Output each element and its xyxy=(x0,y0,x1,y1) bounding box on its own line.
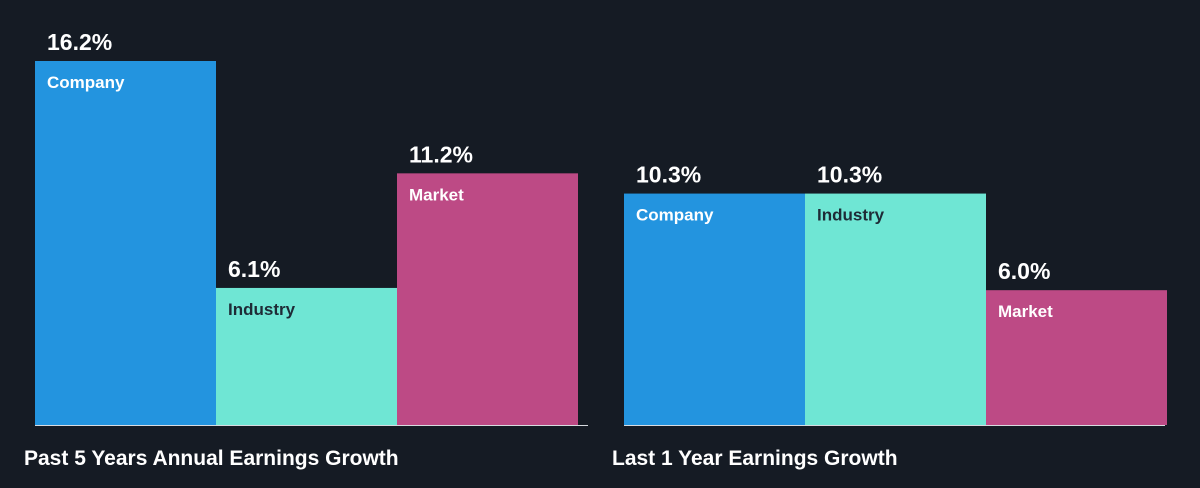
bar-label-market: Market xyxy=(409,185,464,204)
bar-industry xyxy=(805,193,986,425)
value-label-industry: 10.3% xyxy=(817,162,882,188)
panel-title: Past 5 Years Annual Earnings Growth xyxy=(24,447,399,470)
value-label-market: 6.0% xyxy=(998,258,1050,284)
panel-1: 16.2% Company 6.1% Industry 11.2% Market Past … xyxy=(24,29,588,470)
bar-label-company: Company xyxy=(636,206,714,225)
panel-2: 10.3% Company 10.3% Industry 6.0% Market Last … xyxy=(612,162,1167,470)
panel-title: Last 1 Year Earnings Growth xyxy=(612,447,898,470)
bar-company xyxy=(35,61,216,425)
bar-label-industry: Industry xyxy=(228,300,296,319)
value-label-company: 10.3% xyxy=(636,162,701,188)
bar-label-company: Company xyxy=(47,73,125,92)
value-label-market: 11.2% xyxy=(409,141,473,167)
bar-market xyxy=(986,290,1167,425)
bar-market xyxy=(397,173,578,425)
bar-label-market: Market xyxy=(998,302,1053,321)
bar-company xyxy=(624,193,805,425)
bar-industry xyxy=(216,287,397,425)
bar-label-industry: Industry xyxy=(817,206,885,225)
value-label-industry: 6.1% xyxy=(228,256,280,282)
value-label-company: 16.2% xyxy=(47,29,112,55)
